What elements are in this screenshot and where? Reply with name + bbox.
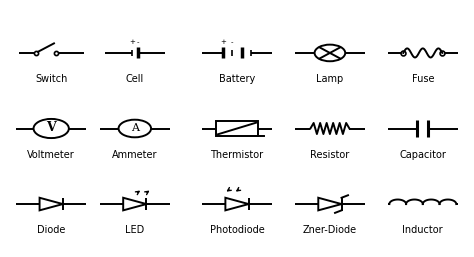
Text: Voltmeter: Voltmeter: [27, 150, 75, 160]
Text: Cell: Cell: [126, 74, 144, 84]
Text: V: V: [46, 122, 56, 134]
Text: Resistor: Resistor: [310, 150, 349, 160]
Bar: [216, 122, 258, 135]
Text: LED: LED: [125, 225, 145, 235]
Text: Ammeter: Ammeter: [112, 150, 157, 160]
Text: +: +: [220, 39, 226, 45]
Text: +: +: [129, 39, 135, 45]
Text: Zner-Diode: Zner-Diode: [303, 225, 357, 235]
Text: Switch: Switch: [35, 74, 67, 84]
Text: -: -: [231, 39, 234, 45]
Text: -: -: [137, 39, 139, 45]
Text: Diode: Diode: [37, 225, 65, 235]
Text: Lamp: Lamp: [316, 74, 344, 84]
Text: A: A: [131, 123, 139, 133]
Text: Inductor: Inductor: [402, 225, 443, 235]
Text: Thermistor: Thermistor: [210, 150, 264, 160]
Text: Fuse: Fuse: [411, 74, 434, 84]
Text: Photodiode: Photodiode: [210, 225, 264, 235]
Text: Capacitor: Capacitor: [400, 150, 446, 160]
Text: Battery: Battery: [219, 74, 255, 84]
